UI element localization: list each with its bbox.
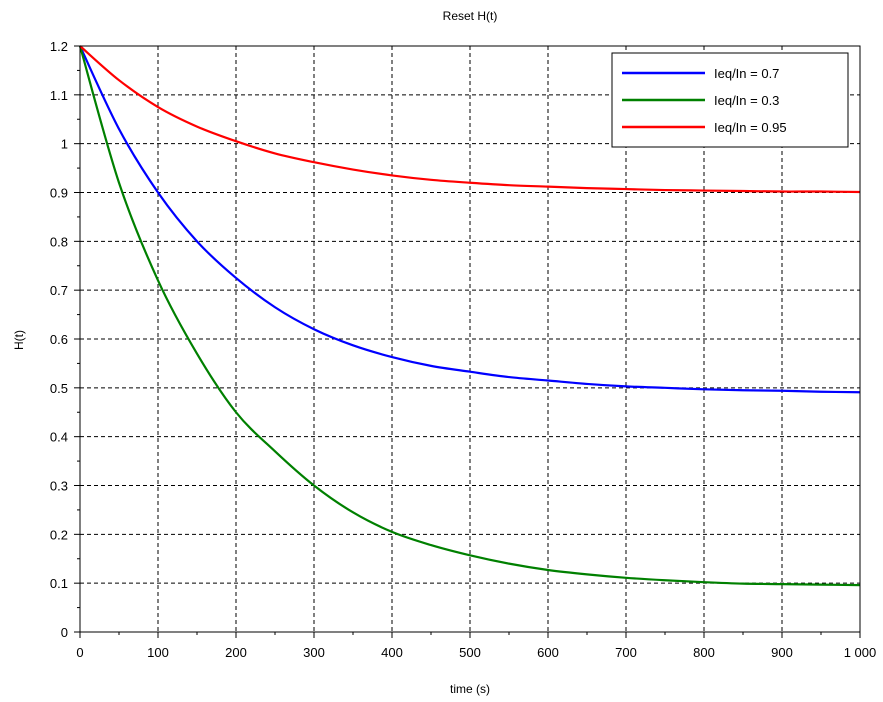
y-tick-label: 0.5: [50, 381, 68, 396]
y-tick-label: 0.9: [50, 186, 68, 201]
y-tick-label: 0.8: [50, 234, 68, 249]
series-line-1: [79, 45, 861, 394]
y-tick-label: 1: [61, 137, 68, 152]
x-axis-label: time (s): [450, 682, 490, 696]
series-line-3: [79, 45, 861, 194]
x-tick-label: 600: [537, 645, 559, 660]
legend-label-1: Ieq/In = 0.7: [714, 66, 779, 81]
y-tick-label: 0: [61, 625, 68, 640]
y-tick-label: 1.2: [50, 39, 68, 54]
axis-ticks: 0 100 200 300 400 500 600 700 800 900 1 000 0 0.1 0.2…: [50, 39, 876, 660]
legend-label-2: Ieq/In = 0.3: [714, 93, 779, 108]
y-tick-label: 0.7: [50, 283, 68, 298]
x-tick-label: 200: [225, 645, 247, 660]
x-tick-label: 100: [147, 645, 169, 660]
y-axis-label: H(t): [12, 330, 26, 350]
series-line-2: [78, 45, 861, 587]
y-tick-label: 0.3: [50, 479, 68, 494]
grid: [80, 46, 860, 632]
y-tick-label: 0.1: [50, 576, 68, 591]
series-layer: [78, 45, 861, 587]
x-tick-label: 300: [303, 645, 325, 660]
x-tick-label: 900: [771, 645, 793, 660]
legend-label-3: Ieq/In = 0.95: [714, 120, 787, 135]
x-tick-label: 500: [459, 645, 481, 660]
y-tick-label: 0.6: [50, 332, 68, 347]
chart-title: Reset H(t): [443, 9, 498, 23]
x-tick-label: 700: [615, 645, 637, 660]
y-tick-label: 0.2: [50, 527, 68, 542]
x-tick-label: 800: [693, 645, 715, 660]
x-tick-label: 400: [381, 645, 403, 660]
y-tick-label: 0.4: [50, 430, 68, 445]
legend: Ieq/In = 0.7 Ieq/In = 0.3 Ieq/In = 0.95: [611, 52, 849, 148]
x-tick-label: 1 000: [844, 645, 877, 660]
y-tick-label: 1.1: [50, 88, 68, 103]
x-tick-label: 0: [76, 645, 83, 660]
